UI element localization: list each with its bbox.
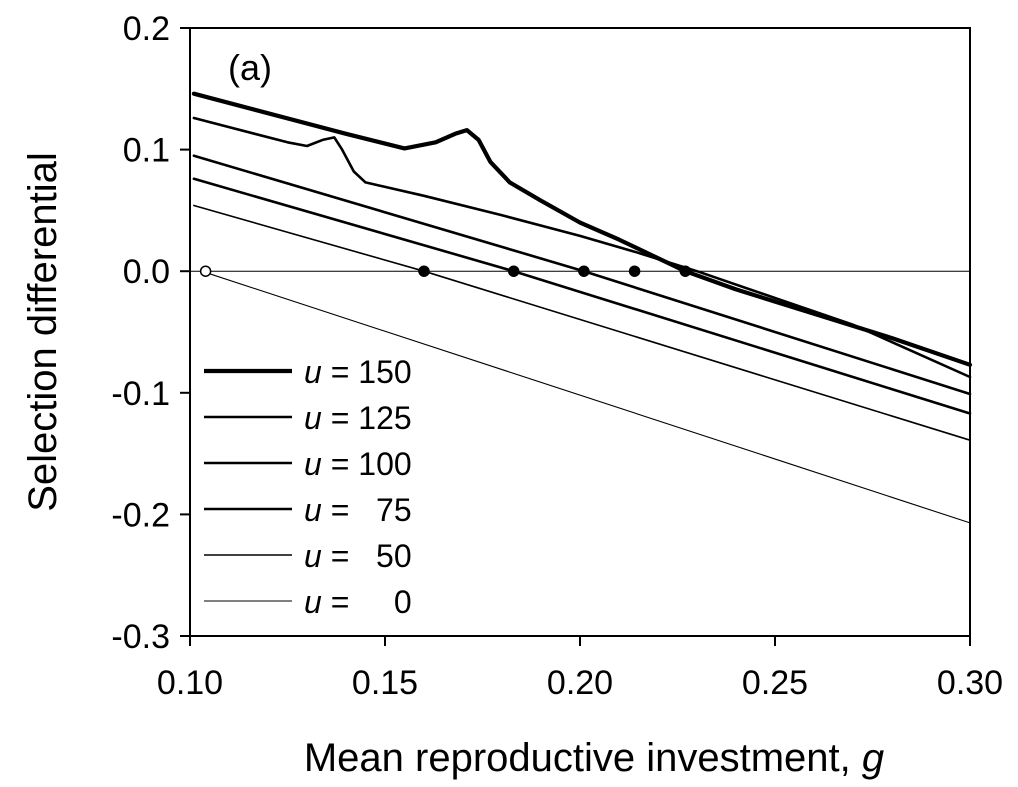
legend-label: u = 150 (304, 354, 412, 390)
legend-variable: u (304, 354, 322, 390)
panel-label: (a) (228, 47, 272, 88)
y-tick-label: -0.1 (111, 375, 170, 413)
legend-label: u = 50 (304, 538, 412, 574)
x-tick-label: 0.25 (742, 664, 808, 702)
legend-variable: u (304, 584, 322, 620)
legend-value: = 100 (322, 446, 412, 482)
legend-value: = 0 (322, 584, 412, 620)
equilibrium-point-filled (418, 265, 430, 277)
y-tick-label: 0.0 (123, 253, 170, 291)
x-axis-title-variable: g (862, 736, 884, 780)
equilibrium-points (199, 265, 692, 277)
y-tick-label: -0.2 (111, 496, 170, 534)
series-line (191, 91, 973, 367)
y-axis: 0.2 0.1 0.0 -0.1 -0.2 -0.3 (111, 10, 190, 656)
equilibrium-point-filled (507, 265, 520, 277)
legend-value: = 50 (322, 538, 412, 574)
series-line (201, 270, 971, 524)
y-tick-label: -0.3 (111, 618, 170, 656)
x-axis: 0.10 0.15 0.20 0.25 0.30 (157, 636, 1003, 702)
legend-value: = 75 (322, 492, 412, 528)
y-axis-title: Selection differential (21, 152, 65, 512)
x-axis-title: Mean reproductive investment, g (304, 736, 884, 780)
legend-variable: u (304, 538, 322, 574)
legend-variable: u (304, 446, 322, 482)
legend-label: u = 125 (304, 400, 412, 436)
series-group (191, 91, 973, 524)
equilibrium-point-filled (628, 265, 641, 277)
legend-value: = 150 (322, 354, 412, 390)
y-tick-label: 0.2 (123, 10, 170, 48)
x-tick-label: 0.20 (547, 664, 613, 702)
legend-value: = 125 (322, 400, 412, 436)
legend-variable: u (304, 492, 322, 528)
series-line (192, 116, 972, 379)
x-tick-label: 0.10 (157, 664, 223, 702)
x-tick-label: 0.15 (352, 664, 418, 702)
legend-label: u = 0 (304, 584, 412, 620)
x-tick-label: 0.30 (937, 664, 1003, 702)
equilibrium-point-open (199, 265, 212, 277)
legend-label: u = 100 (304, 446, 412, 482)
equilibrium-point-filled (578, 265, 590, 277)
y-tick-label: 0.1 (123, 132, 170, 170)
legend-variable: u (304, 400, 322, 436)
x-axis-title-text: Mean reproductive investment, (304, 736, 862, 780)
equilibrium-point-filled (679, 265, 692, 277)
legend-label: u = 75 (304, 492, 412, 528)
